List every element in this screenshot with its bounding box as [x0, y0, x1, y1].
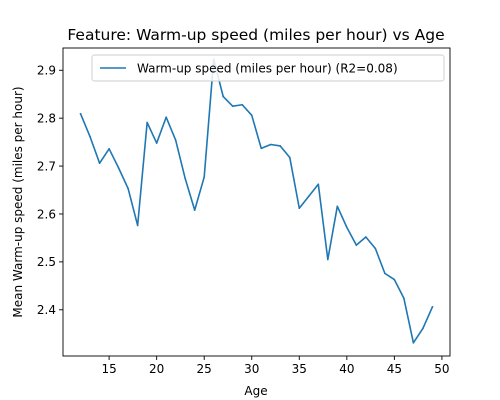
- legend: Warm-up speed (miles per hour) (R2=0.08): [91, 54, 445, 82]
- x-tick-label: 50: [434, 362, 449, 376]
- data-point: [174, 139, 177, 142]
- data-point: [431, 306, 434, 308]
- data-point: [193, 209, 196, 211]
- x-axis-label: Age: [244, 384, 267, 398]
- data-point: [108, 148, 110, 150]
- data-point: [384, 272, 386, 275]
- data-point: [374, 247, 377, 250]
- data-point: [412, 342, 415, 344]
- y-tick-label: 2.8: [37, 111, 56, 125]
- x-tick-label: 15: [101, 362, 116, 376]
- data-point: [136, 224, 139, 227]
- data-point: [98, 162, 101, 164]
- data-point: [317, 183, 320, 186]
- x-tick-label: 40: [339, 362, 354, 376]
- data-point: [393, 278, 396, 281]
- data-point: [308, 195, 310, 198]
- y-axis: 2.4 2.5 2.6 2.7 2.8 2.9: [37, 64, 63, 317]
- plot-area: [63, 48, 450, 356]
- y-tick-label: 2.5: [37, 255, 56, 269]
- data-point: [165, 116, 167, 119]
- data-point: [231, 105, 234, 107]
- data-point: [422, 327, 424, 330]
- data-point: [403, 297, 405, 300]
- data-point: [336, 205, 339, 208]
- data-point: [346, 226, 348, 229]
- series-line: [79, 58, 434, 344]
- data-point: [288, 156, 291, 159]
- series-points: [79, 58, 434, 344]
- x-tick-label: 35: [292, 362, 307, 376]
- data-point: [155, 142, 158, 144]
- data-point: [146, 121, 148, 124]
- data-point: [269, 143, 272, 146]
- data-point: [279, 145, 282, 147]
- data-point: [241, 103, 244, 106]
- y-tick-label: 2.9: [37, 64, 56, 78]
- chart-title: Feature: Warm-up speed (miles per hour) …: [67, 26, 444, 44]
- plot-frame: [62, 47, 451, 357]
- x-axis: 15 20 25 30 35 40 45 50: [101, 356, 450, 376]
- x-tick-label: 45: [387, 362, 402, 376]
- x-tick-label: 25: [197, 362, 212, 376]
- data-point: [327, 258, 329, 261]
- legend-label: Warm-up speed (miles per hour) (R2=0.08): [137, 62, 398, 76]
- data-point: [222, 95, 225, 98]
- data-point: [250, 114, 253, 117]
- x-tick-label: 30: [244, 362, 259, 376]
- data-point: [127, 187, 129, 190]
- data-point: [79, 113, 82, 115]
- data-point: [298, 207, 301, 210]
- x-tick-label: 20: [149, 362, 164, 376]
- data-point: [365, 236, 367, 238]
- legend-box: [91, 54, 445, 82]
- data-point: [117, 167, 120, 169]
- data-point: [89, 136, 91, 138]
- data-point: [355, 244, 358, 246]
- y-tick-label: 2.7: [37, 159, 56, 173]
- data-point: [260, 147, 263, 150]
- data-point: [184, 177, 186, 180]
- data-point: [203, 176, 205, 178]
- y-tick-label: 2.6: [37, 207, 56, 221]
- y-axis-label: Mean Warm-up speed (miles per hour): [11, 86, 25, 317]
- y-tick-label: 2.4: [37, 303, 56, 317]
